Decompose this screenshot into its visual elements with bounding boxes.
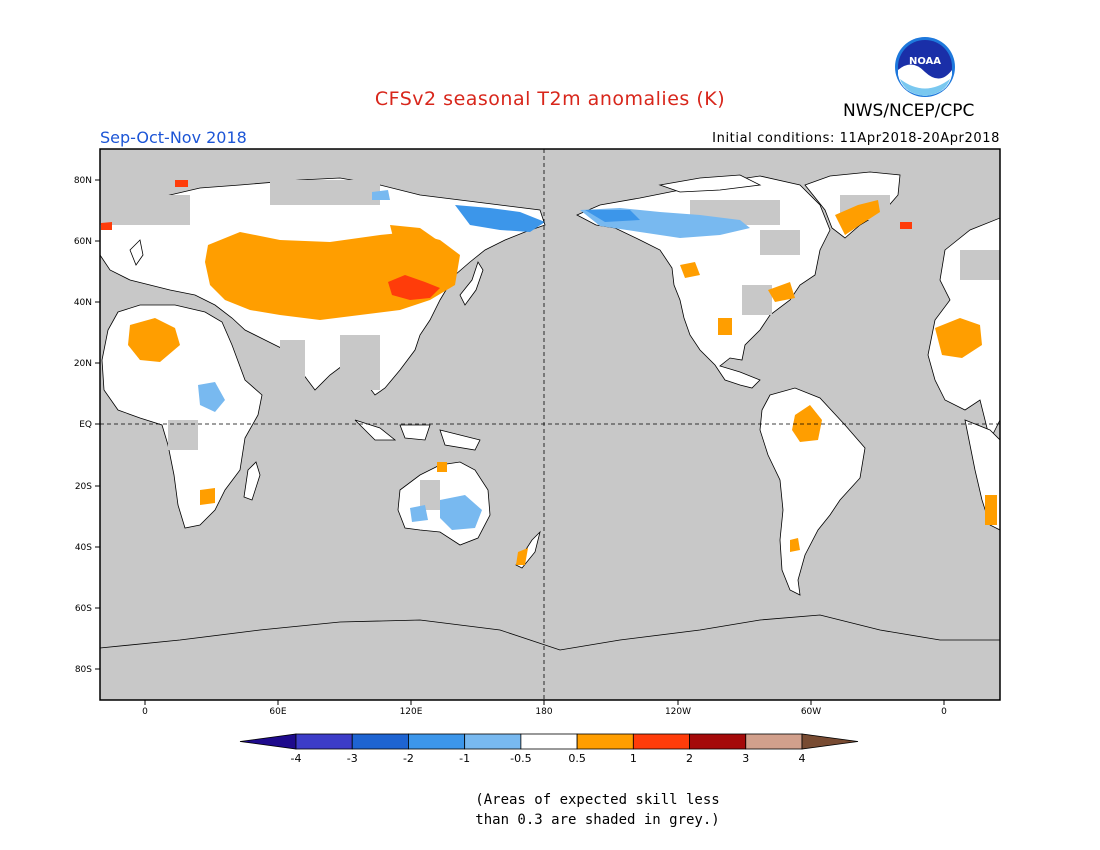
colorbar-label: -3 <box>347 752 358 765</box>
madagascar-land <box>243 461 261 501</box>
siberia-cool-anomaly <box>372 190 390 200</box>
skill-note-line2: than 0.3 are shaded in grey.) <box>475 812 720 828</box>
iceland-strong-warm-anomaly <box>101 222 112 230</box>
lat-tick-label: 40S <box>75 543 92 553</box>
lat-tick-label: 80N <box>74 176 92 186</box>
lat-tick-label: 40N <box>74 298 92 308</box>
colorbar-right-arrow <box>801 733 859 750</box>
lon-tick-label: 0 <box>142 707 148 717</box>
eurasia-warm-anomaly <box>205 232 460 320</box>
lat-tick-label: 20S <box>75 482 92 492</box>
arctic-america-cool-anomaly-dark <box>585 210 640 222</box>
colorbar-segment <box>408 733 466 750</box>
colorbar-segment <box>745 733 803 750</box>
initial-conditions-label: Initial conditions: 11Apr2018-20Apr2018 <box>712 131 1000 146</box>
us-northeast-warm-anomaly <box>768 282 795 302</box>
lon-tick-label: 120W <box>665 707 691 717</box>
greenland-warm-anomaly <box>835 200 880 235</box>
latitude-axis: 80N 60N 40N 20N EQ 20S 40S 60S 80S <box>74 176 100 675</box>
colorbar-label: 4 <box>799 752 806 765</box>
colorbar: -4 -3 -2 -1 -0.5 0.5 1 2 3 4 <box>239 733 859 765</box>
map-title: CFSv2 seasonal T2m anomalies (K) <box>374 88 726 110</box>
east-africa-cool-anomaly <box>198 382 225 412</box>
us-west-warm-anomaly <box>680 262 700 278</box>
africa-land <box>101 304 263 529</box>
colorbar-left-arrow <box>239 733 297 750</box>
n-africa-warm-anomaly <box>128 318 180 362</box>
right-africa-warm-anomaly <box>935 318 982 358</box>
australia-cool-anomaly <box>440 495 482 530</box>
colorbar-label: 3 <box>742 752 749 765</box>
siberia-warm-anomaly <box>390 225 440 250</box>
us-southwest-warm-anomaly <box>718 318 732 335</box>
arctic-asia-cool-anomaly <box>455 205 545 232</box>
lat-tick-label: 60S <box>75 604 92 614</box>
lon-tick-label: 180 <box>535 707 552 717</box>
colorbar-label: -2 <box>403 752 414 765</box>
colorbar-label: -0.5 <box>510 752 531 765</box>
reference-lines <box>100 149 1000 700</box>
right-s-africa-warm-anomaly <box>985 495 997 525</box>
colorbar-segment <box>464 733 522 750</box>
colorbar-label: -4 <box>291 752 302 765</box>
australia-warm-anomaly <box>437 462 447 472</box>
indonesia-land <box>354 419 481 451</box>
uk-land <box>129 239 144 266</box>
colorbar-segment <box>351 733 409 750</box>
lon-tick-label: 60E <box>269 707 286 717</box>
japan-land <box>459 261 484 306</box>
nz-warm-anomaly <box>516 548 528 565</box>
longitude-axis: 0 60E 120E 180 120W 60W 0 <box>142 700 947 717</box>
colorbar-label: 1 <box>630 752 637 765</box>
australia-cool-anomaly-w <box>410 505 428 522</box>
colorbar-segment <box>520 733 578 750</box>
arctic-islands-land <box>658 174 762 193</box>
colorbar-segment <box>632 733 690 750</box>
colorbar-segment <box>689 733 747 750</box>
s-africa-warm-anomaly <box>200 488 215 505</box>
lon-tick-label: 120E <box>400 707 423 717</box>
colorbar-segment <box>576 733 634 750</box>
iceland-wrap-strong-warm-anomaly <box>900 222 912 229</box>
colorbar-label: 2 <box>686 752 693 765</box>
skill-note: (Areas of expected skill less than 0.3 a… <box>0 790 1100 830</box>
svalbard-strong-warm-anomaly <box>175 180 188 187</box>
colorbar-segment <box>295 733 353 750</box>
china-strong-warm-anomaly <box>388 275 440 300</box>
lat-tick-label: 60N <box>74 237 92 247</box>
antarctica-land <box>100 614 1000 700</box>
lon-tick-label: 60W <box>801 707 821 717</box>
colorbar-label: -1 <box>459 752 470 765</box>
colorbar-label: 0.5 <box>568 752 586 765</box>
lat-tick-label: EQ <box>79 420 92 430</box>
organization-label: NWS/NCEP/CPC <box>843 101 975 121</box>
lat-tick-label: 80S <box>75 665 92 675</box>
lat-tick-label: 20N <box>74 359 92 369</box>
skill-note-line1: (Areas of expected skill less <box>475 792 720 808</box>
amazon-warm-anomaly <box>792 405 822 442</box>
lon-tick-label: 0 <box>941 707 947 717</box>
anomaly-shading <box>101 180 997 565</box>
argentina-warm-anomaly <box>790 538 800 552</box>
south-america-land <box>759 387 866 596</box>
season-label: Sep-Oct-Nov 2018 <box>100 128 247 147</box>
